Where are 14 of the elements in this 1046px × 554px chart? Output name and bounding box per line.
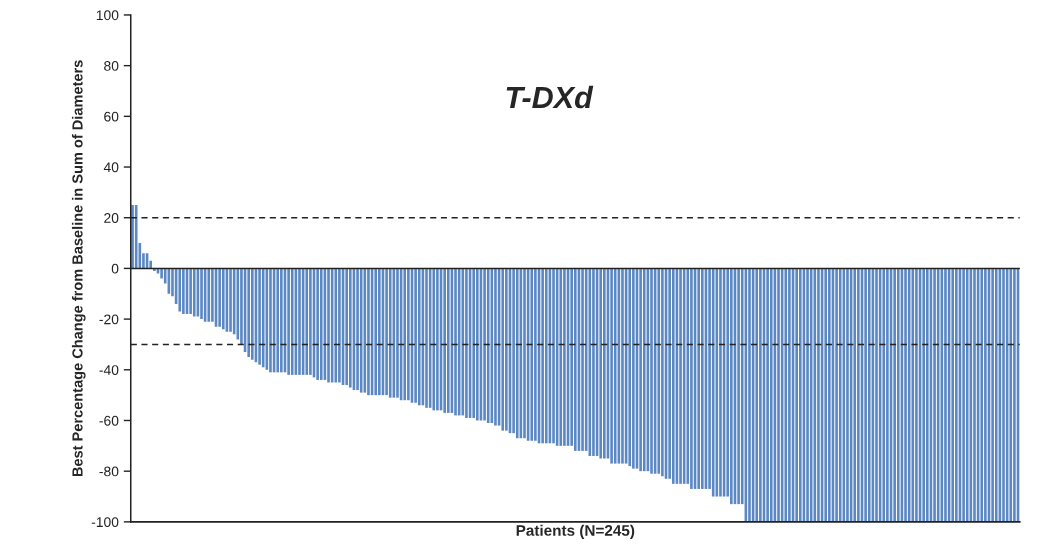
y-tick-label: -20	[99, 314, 119, 325]
y-tick-label: 100	[96, 10, 119, 21]
y-tick-label: 40	[103, 162, 119, 173]
y-tick-label: 80	[104, 60, 119, 71]
y-tick-label: -100	[91, 517, 119, 528]
y-tick-label: -60	[99, 415, 119, 426]
y-axis-title: Best Percentage Change from Baseline in Sum of Diameters	[71, 60, 86, 477]
y-tick-label: -80	[99, 466, 119, 477]
x-axis-title: Patients (N=245)	[516, 524, 635, 539]
y-tick-label: 60	[104, 111, 119, 122]
y-tick-label: -40	[99, 365, 119, 375]
y-tick-label: 0	[111, 263, 119, 274]
y-tick-label: 20	[104, 213, 119, 223]
text: T-DXd	[506, 85, 594, 109]
